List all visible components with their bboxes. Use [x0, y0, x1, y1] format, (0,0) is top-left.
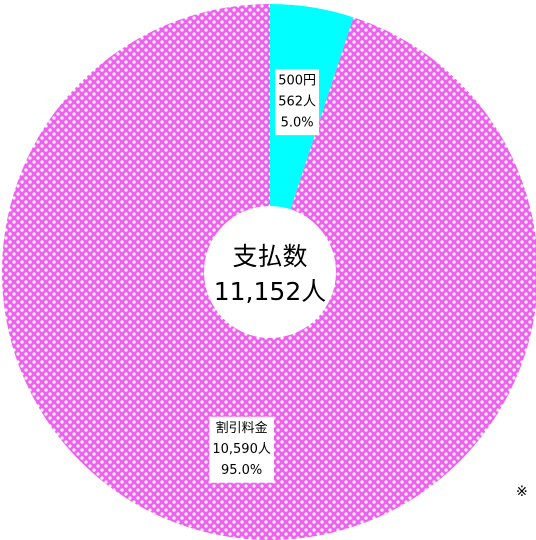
- label-line: 割引料金: [216, 420, 268, 436]
- label-line: 5.0%: [281, 116, 314, 131]
- note: ※: [516, 484, 528, 500]
- slice-label: 500円 562人 5.0%: [275, 69, 320, 136]
- center-title: 支払数: [232, 242, 307, 271]
- donut-hole: [204, 206, 336, 338]
- label-line: 500円: [278, 74, 316, 89]
- label-line: 10,590人: [212, 442, 271, 457]
- center-total: 11,152人: [214, 277, 326, 306]
- label-line: 95.0%: [221, 463, 262, 478]
- labels: 500円 562人 5.0% 割引料金 10,590人 95.0%: [209, 69, 320, 483]
- label-bg: [209, 416, 274, 483]
- label-line: 562人: [278, 95, 316, 110]
- slice-label: 割引料金 10,590人 95.0%: [209, 416, 274, 483]
- label-bg: [275, 69, 320, 136]
